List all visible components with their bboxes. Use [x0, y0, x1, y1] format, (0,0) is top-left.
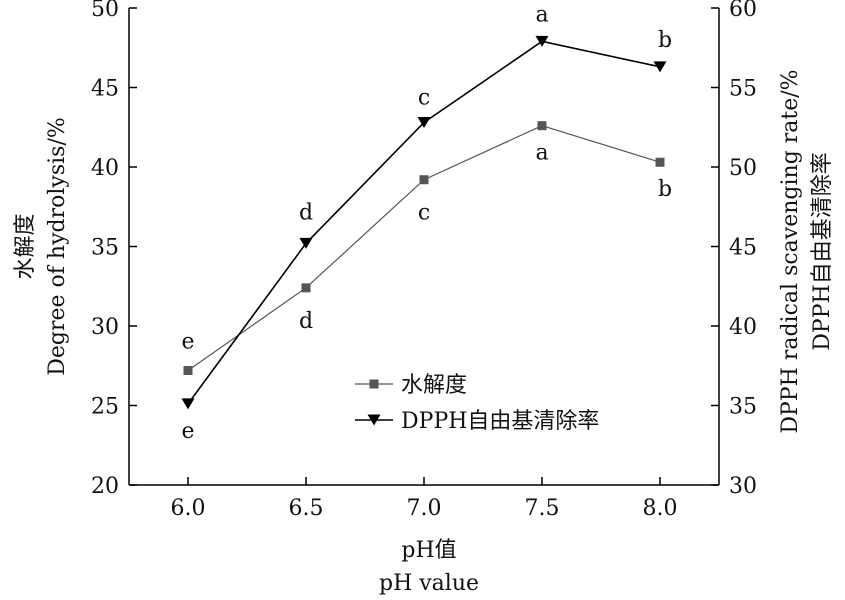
left-tick-label: 20 [91, 474, 119, 499]
triangle-marker [417, 116, 431, 128]
significance-label: a [535, 2, 548, 27]
right-tick-label: 50 [729, 156, 757, 181]
significance-label: d [299, 200, 313, 225]
right-tick-label: 30 [729, 474, 757, 499]
left-tick-label: 30 [91, 315, 119, 340]
right-axis-title-cn: DPPH自由基清除率 [810, 152, 835, 350]
legend-square-marker [369, 379, 379, 389]
legend-label-dpph: DPPH自由基清除率 [401, 409, 599, 434]
right-tick-label: 60 [729, 0, 757, 22]
x-tick-label: 6.0 [171, 496, 206, 521]
left-axis-title-cn: 水解度 [13, 213, 38, 279]
significance-label: e [181, 419, 194, 444]
square-marker [301, 283, 311, 293]
significance-labels: e d c a b e d c a b [181, 2, 672, 444]
square-marker [655, 157, 665, 167]
legend-triangle-marker [367, 414, 381, 426]
left-tick-label: 40 [91, 156, 119, 181]
x-tick-label: 7.0 [407, 496, 442, 521]
x-tick-label: 7.5 [525, 496, 560, 521]
series-line-1 [187, 125, 661, 372]
significance-label: c [418, 85, 430, 110]
x-axis-title-cn: pH值 [401, 538, 456, 563]
triangle-marker [535, 35, 549, 47]
x-axis-title-en: pH value [379, 571, 479, 596]
left-tick-label: 45 [91, 77, 119, 102]
triangle-marker [181, 398, 195, 410]
right-tick-label: 55 [729, 77, 757, 102]
left-tick-label: 35 [91, 236, 119, 261]
triangle-marker [653, 61, 667, 73]
significance-label: b [658, 177, 672, 202]
x-tick-label: 8.0 [643, 496, 678, 521]
significance-label: b [658, 28, 672, 53]
right-tick-label: 35 [729, 395, 757, 420]
left-tick-label: 25 [91, 395, 119, 420]
triangle-marker [299, 237, 313, 249]
significance-label: c [418, 201, 430, 226]
legend: 水解度 DPPH自由基清除率 [355, 373, 599, 434]
square-marker [183, 366, 193, 376]
ticks: 20 25 30 35 40 45 50 30 35 40 45 50 55 60 6.0 6.5 7.0 7.5… [91, 0, 757, 521]
left-axis-title-en: Degree of hydrolysis/% [45, 117, 70, 376]
x-tick-label: 6.5 [289, 496, 324, 521]
left-tick-label: 50 [91, 0, 119, 22]
right-axis-title-en: DPPH radical scavenging rate/% [778, 69, 803, 433]
right-tick-label: 40 [729, 315, 757, 340]
significance-label: d [299, 309, 313, 334]
square-marker [419, 175, 429, 185]
legend-label-hydrolysis: 水解度 [401, 373, 467, 398]
right-tick-label: 45 [729, 236, 757, 261]
series-markers [181, 35, 667, 410]
significance-label: e [181, 330, 194, 355]
axis-titles: pH值 pH value 水解度 Degree of hydrolysis/% DPPH… [13, 69, 835, 596]
significance-label: a [535, 141, 548, 166]
square-marker [537, 121, 547, 131]
